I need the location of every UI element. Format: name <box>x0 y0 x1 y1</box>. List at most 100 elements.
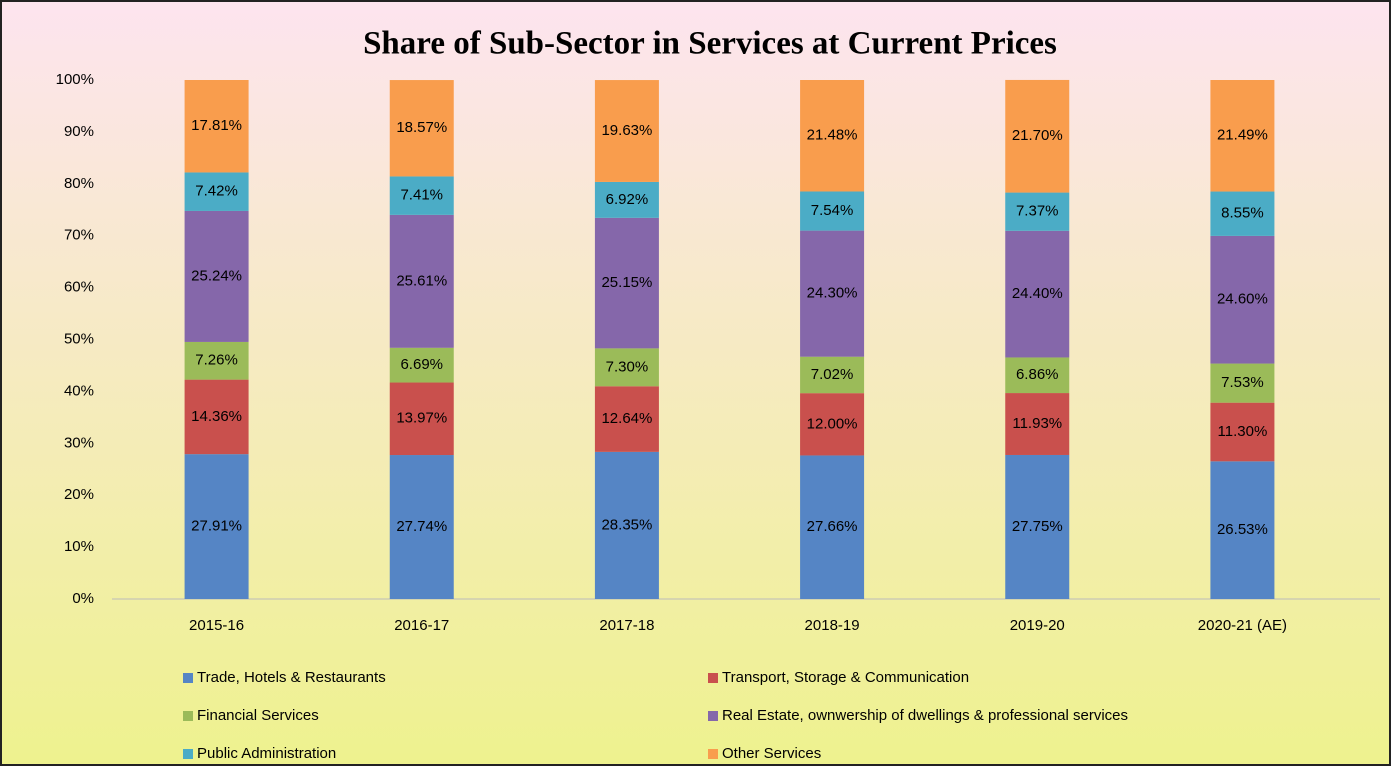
x-tick-label: 2020-21 (AE) <box>1198 617 1287 634</box>
data-label: 6.92% <box>606 191 649 208</box>
legend-label: Trade, Hotels & Restaurants <box>197 669 386 686</box>
data-label: 8.55% <box>1221 205 1264 222</box>
bar-segment <box>800 230 865 357</box>
bar-segment <box>1210 363 1275 403</box>
legend-label: Public Administration <box>197 745 336 762</box>
bar-segment <box>1210 461 1275 599</box>
bar-segment <box>1005 192 1070 231</box>
bar-segment <box>594 80 659 182</box>
bar-segment <box>594 348 659 387</box>
bar-segment <box>389 455 454 599</box>
y-tick-label: 30% <box>64 434 94 451</box>
data-label: 7.02% <box>811 366 854 383</box>
bar-segment <box>1210 402 1275 462</box>
bar-segment <box>594 181 659 218</box>
y-tick-label: 40% <box>64 382 94 399</box>
data-label: 18.57% <box>396 119 447 136</box>
data-label: 28.35% <box>601 516 652 533</box>
bar-segment <box>1005 79 1070 193</box>
data-label: 27.75% <box>1012 518 1063 535</box>
bar-segment <box>594 451 659 599</box>
y-tick-label: 0% <box>72 590 94 607</box>
bar-segment <box>1005 357 1070 394</box>
y-tick-label: 90% <box>64 123 94 140</box>
data-label: 25.24% <box>191 267 242 284</box>
y-tick-label: 70% <box>64 227 94 244</box>
data-label: 11.30% <box>1218 423 1268 440</box>
data-label: 25.61% <box>396 272 447 289</box>
legend-swatch <box>183 749 193 759</box>
bar-segment <box>1210 235 1275 364</box>
data-label: 27.91% <box>191 518 242 535</box>
legend-label: Real Estate, ownwership of dwellings & p… <box>722 707 1128 724</box>
bar-segment <box>1005 454 1070 599</box>
chart-title: Share of Sub-Sector in Services at Curre… <box>363 26 1057 62</box>
data-label: 17.81% <box>191 117 242 134</box>
data-label: 27.66% <box>807 518 858 535</box>
legend-swatch <box>183 673 193 683</box>
legend-label: Transport, Storage & Communication <box>722 669 969 686</box>
bar-segment <box>1210 80 1275 192</box>
data-label: 21.49% <box>1217 127 1268 144</box>
data-label: 24.30% <box>807 285 858 302</box>
bar-segment <box>389 80 454 177</box>
data-label: 6.86% <box>1016 366 1059 383</box>
legend-swatch <box>708 749 718 759</box>
legend-label: Financial Services <box>197 707 319 724</box>
bar-segment <box>800 191 865 231</box>
bar-segment <box>184 172 249 211</box>
y-tick-label: 100% <box>56 71 94 88</box>
y-tick-label: 60% <box>64 279 94 296</box>
y-tick-label: 10% <box>64 538 94 555</box>
data-label: 19.63% <box>601 122 652 139</box>
legend-label: Other Services <box>722 745 821 762</box>
data-label: 25.15% <box>601 274 652 291</box>
data-label: 7.42% <box>195 183 238 200</box>
y-tick-label: 50% <box>64 330 94 347</box>
x-tick-label: 2016-17 <box>394 617 449 634</box>
data-label: 21.70% <box>1012 127 1063 144</box>
data-label: 6.69% <box>400 356 443 373</box>
legend-swatch <box>708 711 718 721</box>
data-label: 11.93% <box>1012 415 1062 432</box>
data-label: 24.60% <box>1217 291 1268 308</box>
bar-segment <box>389 176 454 215</box>
bar-segment <box>1210 191 1275 236</box>
bar-segment <box>389 347 454 383</box>
data-label: 7.54% <box>811 202 854 219</box>
x-tick-label: 2018-19 <box>805 617 860 634</box>
data-label: 14.36% <box>191 408 242 425</box>
bar-segment <box>594 217 659 349</box>
data-label: 7.30% <box>606 358 649 375</box>
bar-segment <box>800 356 865 394</box>
y-tick-label: 80% <box>64 175 94 192</box>
bar-segment <box>184 341 249 380</box>
bar-segment <box>184 454 249 599</box>
data-label: 13.97% <box>396 410 447 427</box>
bar-segment <box>184 80 249 173</box>
bar-segment <box>184 379 249 455</box>
data-label: 7.37% <box>1016 203 1059 220</box>
bar-segment <box>389 382 454 456</box>
bar-segment <box>800 393 865 456</box>
data-label: 12.00% <box>807 415 858 432</box>
bar-segment <box>800 455 865 599</box>
bar-segment <box>1005 393 1070 455</box>
data-label: 7.26% <box>195 352 238 369</box>
x-tick-label: 2019-20 <box>1010 617 1065 634</box>
bar-segment <box>594 386 659 452</box>
data-label: 12.64% <box>601 410 652 427</box>
data-label: 26.53% <box>1217 521 1268 538</box>
bar-segment <box>389 214 454 348</box>
legend-swatch <box>708 673 718 683</box>
data-label: 27.74% <box>396 518 447 535</box>
data-label: 7.41% <box>400 187 443 204</box>
bar-segment <box>800 80 865 192</box>
x-tick-label: 2015-16 <box>189 617 244 634</box>
bar-segment <box>184 210 249 342</box>
data-label: 24.40% <box>1012 285 1063 302</box>
bar-segment <box>1005 230 1070 358</box>
data-label: 7.53% <box>1221 374 1264 391</box>
legend-swatch <box>183 711 193 721</box>
